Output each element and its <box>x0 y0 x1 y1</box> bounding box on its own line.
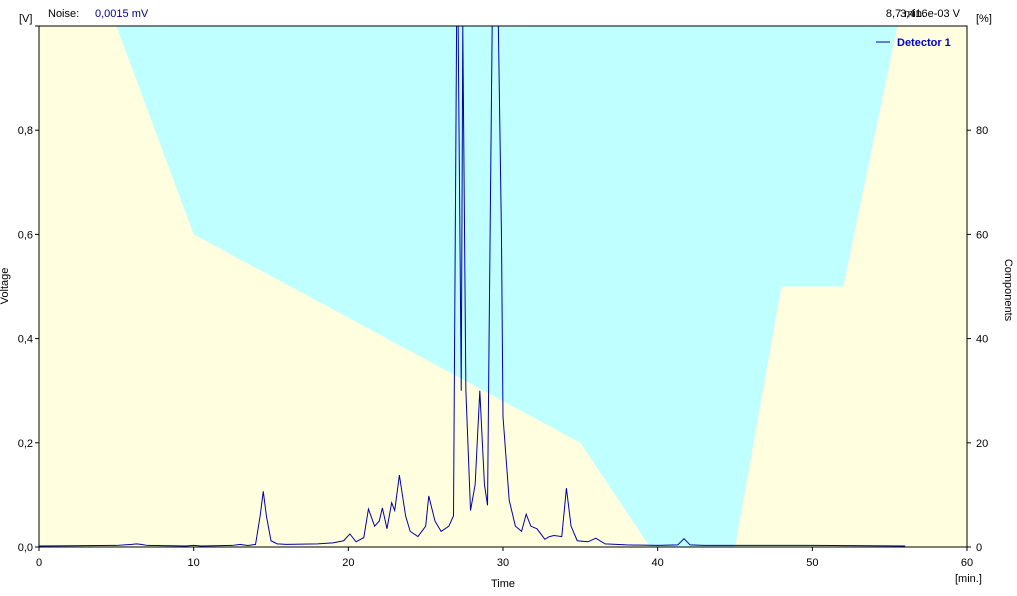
x-tick-label: 20 <box>342 557 354 569</box>
y2-axis-ticks: 0 20 40 60 80 <box>967 125 988 554</box>
y2-tick-label: 20 <box>976 438 988 450</box>
legend-entry-detector-1: Detector 1 <box>897 37 951 49</box>
x-axis-ticks: 0 10 20 30 40 50 60 <box>36 547 973 569</box>
y2-tick-label: 80 <box>976 125 988 137</box>
legend: Detector 1 <box>876 37 951 49</box>
x-axis-unit: [min.] <box>955 573 982 585</box>
x-tick-label: 30 <box>497 557 509 569</box>
noise-value: 0,0015 mV <box>95 8 149 20</box>
y-tick-label: 0,8 <box>18 125 33 137</box>
cursor-readout-value: 3,416e-03 V <box>900 8 961 20</box>
x-tick-label: 10 <box>188 557 200 569</box>
left-axis-unit: [V] <box>19 13 32 25</box>
y2-axis-label: Components <box>1002 259 1014 322</box>
detector-1-signal-line <box>38 25 906 547</box>
y2-tick-label: 40 <box>976 334 988 346</box>
y-tick-label: 0,4 <box>18 334 33 346</box>
x-tick-label: 60 <box>961 557 973 569</box>
y-tick-label: 0,6 <box>18 229 33 241</box>
x-tick-label: 40 <box>652 557 664 569</box>
y-axis-label: Voltage <box>0 268 11 305</box>
y2-tick-label: 60 <box>976 229 988 241</box>
x-tick-label: 0 <box>36 557 42 569</box>
x-axis-label: Time <box>491 578 515 590</box>
cursor-readout-time: 8,7 min. <box>886 8 925 20</box>
x-tick-label: 50 <box>806 557 818 569</box>
y-axis-ticks: 0,0 0,2 0,4 0,6 0,8 <box>18 25 39 554</box>
y-tick-label: 0,2 <box>18 438 33 450</box>
y-tick-label: 0,0 <box>18 542 33 554</box>
right-axis-unit: [%] <box>976 13 992 25</box>
noise-label: Noise: <box>48 8 79 20</box>
y2-tick-label: 0 <box>976 542 982 554</box>
gradient-area <box>39 26 967 547</box>
